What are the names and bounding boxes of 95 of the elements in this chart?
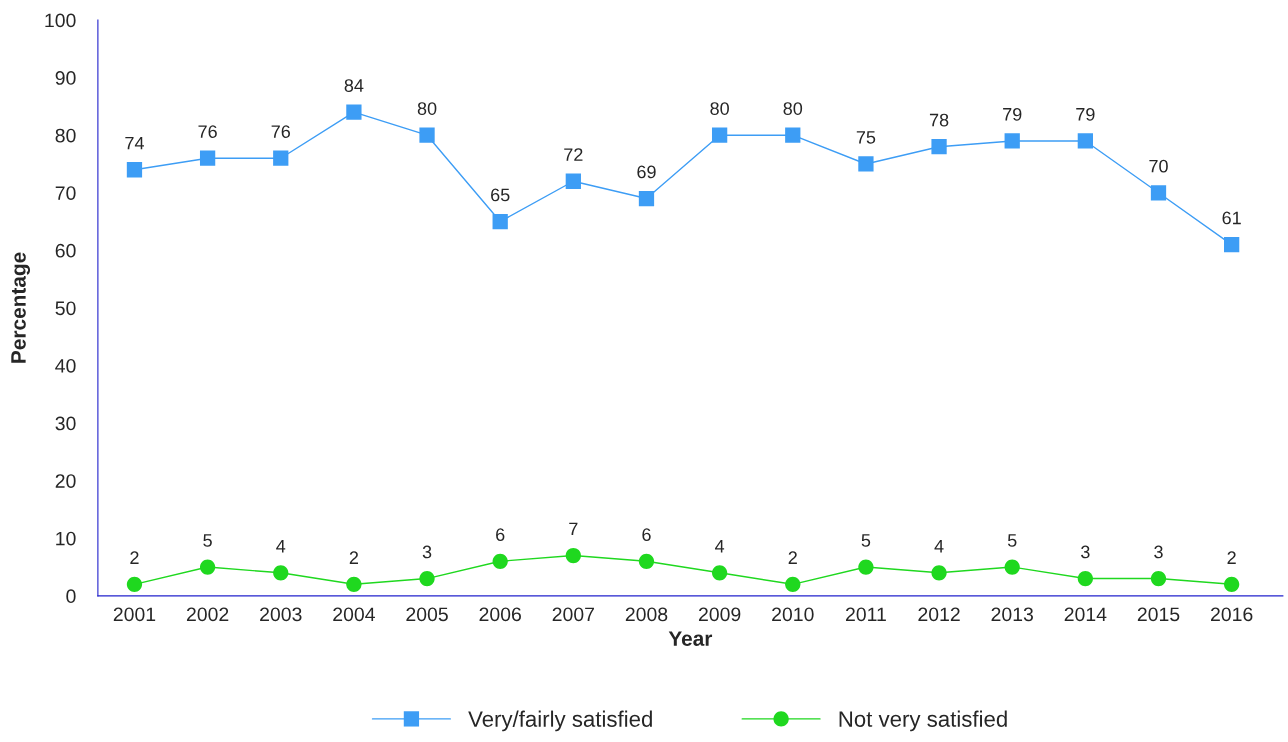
point bbox=[638, 190, 655, 207]
data-label: 70 bbox=[1149, 159, 1168, 173]
x-tick-label: 2012 bbox=[918, 607, 960, 622]
y-tick-label: 90 bbox=[55, 71, 76, 85]
point bbox=[492, 553, 508, 569]
point bbox=[419, 570, 435, 587]
y-tick-label: 0 bbox=[66, 589, 76, 604]
point bbox=[638, 553, 655, 569]
y-tick-label: 70 bbox=[55, 186, 76, 201]
data-label: 2 bbox=[349, 551, 359, 564]
x-tick-label: 2008 bbox=[625, 607, 668, 622]
point bbox=[1224, 576, 1240, 592]
data-label: 80 bbox=[783, 102, 803, 115]
point bbox=[711, 565, 728, 581]
x-axis-title: Year bbox=[668, 631, 713, 646]
point bbox=[1077, 570, 1093, 587]
data-label: 2 bbox=[1227, 551, 1236, 564]
x-tick-label: 2015 bbox=[1137, 607, 1180, 622]
point bbox=[565, 547, 581, 564]
point bbox=[199, 559, 216, 575]
data-label: 80 bbox=[417, 102, 437, 115]
point bbox=[785, 576, 801, 592]
data-label: 5 bbox=[1007, 534, 1017, 547]
data-label: 79 bbox=[1003, 107, 1022, 121]
point bbox=[1004, 559, 1020, 575]
data-label: 69 bbox=[637, 165, 656, 179]
point bbox=[1224, 236, 1240, 253]
point bbox=[931, 565, 947, 581]
y-tick-label: 30 bbox=[55, 416, 76, 431]
x-tick-label: 2005 bbox=[406, 607, 448, 622]
y-tick-label: 50 bbox=[55, 301, 76, 316]
data-label: 78 bbox=[929, 113, 949, 127]
data-label: 80 bbox=[710, 102, 729, 115]
data-label: 5 bbox=[861, 534, 871, 547]
data-label: 75 bbox=[856, 131, 876, 144]
x-tick-label: 2014 bbox=[1064, 607, 1107, 622]
legend-label: Not very satisfied bbox=[839, 710, 1007, 732]
point bbox=[858, 559, 874, 575]
point bbox=[199, 150, 216, 166]
x-tick-label: 2006 bbox=[479, 607, 521, 622]
point bbox=[273, 565, 289, 581]
y-tick-label: 10 bbox=[56, 531, 76, 546]
point bbox=[273, 150, 289, 166]
data-label: 2 bbox=[130, 551, 139, 564]
x-tick-label: 2011 bbox=[845, 607, 886, 622]
y-tick-label: 20 bbox=[55, 474, 76, 488]
data-label: 6 bbox=[496, 528, 505, 542]
data-label: 4 bbox=[934, 539, 944, 553]
data-label: 76 bbox=[271, 125, 290, 138]
y-tick-label: 80 bbox=[55, 128, 76, 143]
data-label: 65 bbox=[491, 188, 510, 202]
x-tick-label: 2002 bbox=[186, 607, 229, 622]
point bbox=[1150, 570, 1167, 587]
point bbox=[711, 127, 728, 143]
point bbox=[126, 162, 143, 178]
x-tick-label: 2003 bbox=[260, 607, 302, 622]
data-label: 61 bbox=[1222, 211, 1241, 225]
y-tick-label: 100 bbox=[45, 13, 76, 28]
data-label: 72 bbox=[564, 148, 583, 161]
point bbox=[1004, 133, 1020, 149]
point bbox=[1150, 185, 1167, 201]
data-label: 2 bbox=[788, 551, 797, 564]
data-label: 84 bbox=[344, 79, 364, 92]
y-tick-label: 40 bbox=[55, 358, 76, 373]
legend-label: Very/fairly satisfied bbox=[468, 710, 652, 732]
y-axis-title: Percentage bbox=[11, 252, 31, 363]
data-label: 4 bbox=[715, 539, 725, 553]
point bbox=[346, 576, 362, 592]
x-tick-label: 2009 bbox=[698, 607, 741, 622]
x-tick-label: 2001 bbox=[113, 607, 156, 622]
point bbox=[1077, 133, 1093, 149]
point bbox=[785, 127, 801, 143]
point bbox=[419, 127, 435, 143]
data-label: 3 bbox=[1081, 545, 1090, 559]
x-tick-label: 2013 bbox=[991, 607, 1033, 622]
point bbox=[126, 576, 143, 592]
data-label: 3 bbox=[422, 545, 432, 559]
y-tick-label: 60 bbox=[55, 243, 76, 258]
data-label: 7 bbox=[569, 522, 578, 536]
point bbox=[565, 173, 581, 189]
point bbox=[346, 104, 362, 120]
data-label: 3 bbox=[1154, 545, 1163, 559]
data-label: 79 bbox=[1076, 107, 1095, 121]
x-tick-label: 2004 bbox=[333, 607, 375, 622]
data-label: 6 bbox=[642, 528, 651, 542]
x-tick-label: 2010 bbox=[772, 607, 814, 622]
point bbox=[492, 213, 508, 230]
data-label: 76 bbox=[198, 125, 217, 138]
point bbox=[858, 156, 874, 172]
data-label: 5 bbox=[203, 534, 212, 547]
data-label: 4 bbox=[276, 539, 286, 553]
data-label: 74 bbox=[125, 136, 144, 150]
x-tick-label: 2016 bbox=[1211, 607, 1253, 622]
x-tick-label: 2007 bbox=[552, 607, 594, 622]
point bbox=[931, 139, 947, 155]
